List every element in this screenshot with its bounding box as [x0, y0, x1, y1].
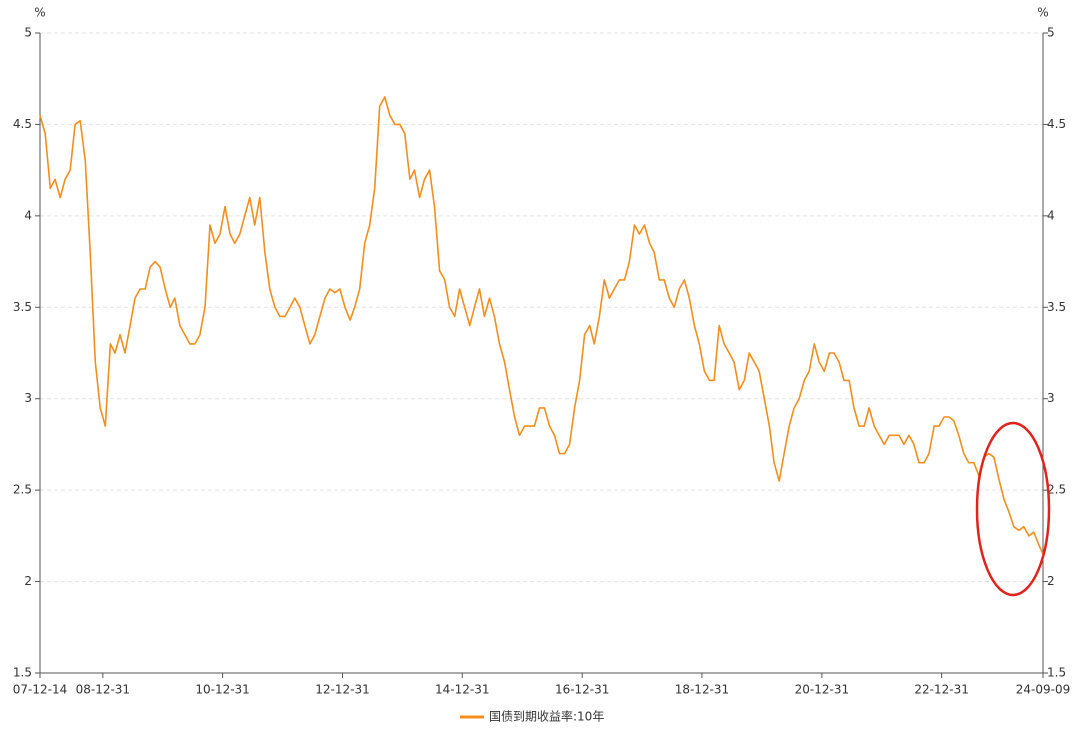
- y2-tick-label: 2: [1047, 574, 1055, 588]
- y-tick-label: 2.5: [13, 483, 32, 497]
- x-tick-label: 10-12-31: [195, 683, 249, 697]
- y-tick-label: 3: [24, 391, 32, 405]
- y2-tick-label: 2.5: [1047, 483, 1066, 497]
- y2-tick-label: 4: [1047, 208, 1055, 222]
- y-tick-label: 2: [24, 574, 32, 588]
- highlight-circle: [975, 421, 1051, 597]
- y2-tick-label: 3: [1047, 391, 1055, 405]
- x-tick-label: 24-09-09: [1016, 683, 1070, 697]
- y-tick-label: 5: [24, 26, 32, 40]
- x-tick-label: 16-12-31: [555, 683, 609, 697]
- y-tick-label: 4: [24, 208, 32, 222]
- x-tick-label: 12-12-31: [315, 683, 369, 697]
- x-tick-label: 14-12-31: [435, 683, 489, 697]
- x-tick-label: 20-12-31: [795, 683, 849, 697]
- y2-axis-unit: %: [1037, 6, 1048, 20]
- x-tick-label: 18-12-31: [675, 683, 729, 697]
- y2-tick-label: 1.5: [1047, 666, 1066, 680]
- x-tick-label: 07-12-14: [13, 683, 67, 697]
- legend-label: 国债到期收益率:10年: [489, 709, 604, 724]
- y2-tick-label: 3.5: [1047, 300, 1066, 314]
- y2-tick-label: 5: [1047, 26, 1055, 40]
- y2-tick-label: 4.5: [1047, 117, 1066, 131]
- y-tick-label: 4.5: [13, 117, 32, 131]
- y-tick-label: 1.5: [13, 666, 32, 680]
- y-axis-unit: %: [34, 6, 45, 20]
- x-tick-label: 22-12-31: [914, 683, 968, 697]
- x-tick-label: 08-12-31: [76, 683, 130, 697]
- series-line: [39, 96, 1044, 555]
- y-tick-label: 3.5: [13, 300, 32, 314]
